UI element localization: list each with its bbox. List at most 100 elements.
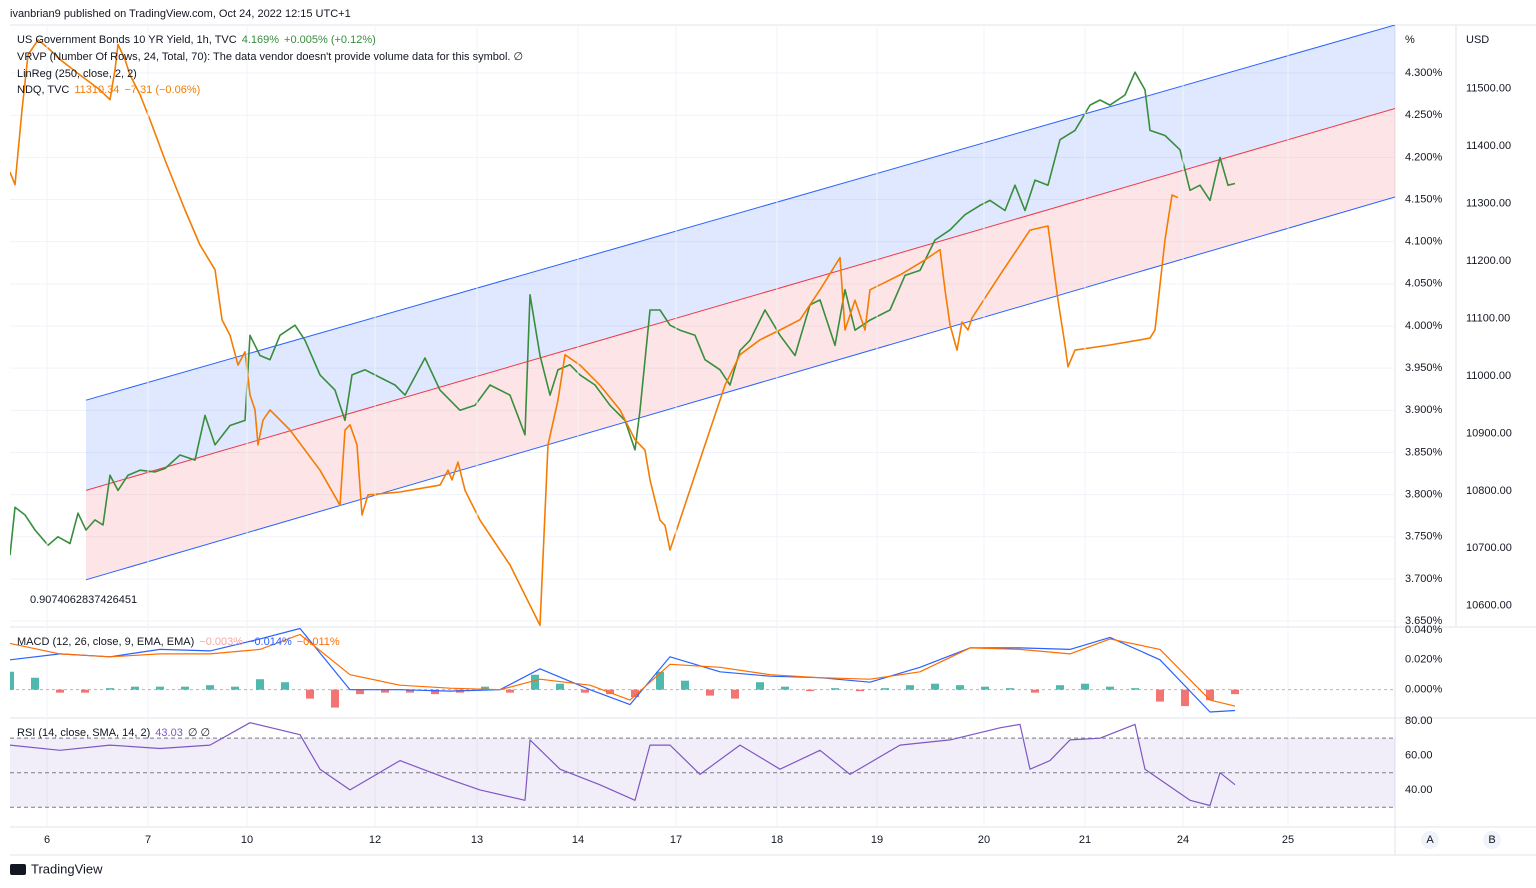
header: ivanbrian9 published on TradingView.com,… xyxy=(10,8,351,20)
regression-line xyxy=(85,196,1395,581)
legend-text: −0.011% xyxy=(297,636,340,648)
histogram-bar xyxy=(731,689,739,699)
histogram-bar xyxy=(781,686,789,690)
channel-lower xyxy=(86,108,1395,580)
histogram-bar xyxy=(931,683,939,690)
y-tick-label: 4.300% xyxy=(1405,67,1443,79)
button-b-label[interactable]: B xyxy=(1488,834,1495,846)
histogram-bar xyxy=(706,689,714,696)
histogram-bar xyxy=(581,689,589,693)
histogram-bar xyxy=(656,671,664,690)
y-tick-label: 11200.00 xyxy=(1466,255,1511,267)
legend-text: −7.31 (−0.06%) xyxy=(124,84,200,96)
regression-line xyxy=(85,108,1395,491)
y-tick-label: 0.000% xyxy=(1405,684,1443,696)
legend-text: 43.03 xyxy=(155,727,183,739)
histogram-bar xyxy=(1156,689,1164,702)
histogram-bar xyxy=(156,686,164,690)
y-tick-label: 3.800% xyxy=(1405,489,1443,501)
histogram-bar xyxy=(356,689,364,695)
histogram-bar xyxy=(131,686,139,690)
y-tick-label: 10700.00 xyxy=(1466,542,1512,554)
y-tick-label: 4.050% xyxy=(1405,278,1443,290)
y-tick-label: 3.650% xyxy=(1405,615,1443,627)
x-tick-label: 21 xyxy=(1079,834,1091,846)
y-tick-label: 3.900% xyxy=(1405,404,1443,416)
button-b[interactable] xyxy=(1483,831,1501,849)
series-line xyxy=(10,633,1236,707)
y-tick-label: 11000.00 xyxy=(1466,370,1511,382)
y-tick-label: 3.750% xyxy=(1405,531,1443,543)
histogram-bar xyxy=(631,689,639,698)
axis-unit: USD xyxy=(1466,34,1489,46)
histogram-bar xyxy=(31,677,39,690)
histogram-bar xyxy=(81,689,89,693)
histogram-bar xyxy=(406,689,414,693)
histogram-bar xyxy=(1081,683,1089,690)
histogram-bar xyxy=(306,689,314,699)
legend: US Government Bonds 10 YR Yield, 1h, TVC… xyxy=(17,34,376,46)
y-tick-label: 0.040% xyxy=(1405,624,1443,636)
button-a-label[interactable]: A xyxy=(1426,834,1434,846)
y-tick-label: 11300.00 xyxy=(1466,198,1511,210)
series-line xyxy=(10,71,1236,556)
x-tick-label: 20 xyxy=(978,834,990,846)
x-tick-label: 25 xyxy=(1282,834,1294,846)
y-tick-label: 11500.00 xyxy=(1466,83,1511,95)
x-tick-label: 13 xyxy=(471,834,483,846)
histogram-bar xyxy=(1131,688,1139,690)
legend-text: MACD (12, 26, close, 9, EMA, EMA) xyxy=(17,636,194,648)
histogram-bar xyxy=(1106,686,1114,690)
footer: TradingView xyxy=(31,861,103,876)
histogram-bar xyxy=(981,686,989,690)
y-tick-label: 4.000% xyxy=(1405,320,1443,332)
legend-text: VRVP (Number Of Rows, 24, Total, 70): Th… xyxy=(17,51,523,63)
histogram-bar xyxy=(181,686,189,690)
legend-text: +0.005% (+0.12%) xyxy=(284,34,376,46)
histogram-bar xyxy=(531,674,539,690)
histogram-bar xyxy=(856,689,864,692)
histogram-bar xyxy=(1006,688,1014,690)
x-tick-label: 12 xyxy=(369,834,381,846)
plot xyxy=(10,722,1395,808)
histogram-bar xyxy=(831,688,839,690)
series-line xyxy=(10,627,1236,713)
legend-text: 4.169% xyxy=(242,34,280,46)
axis-unit: % xyxy=(1405,34,1415,46)
x-tick-label: 17 xyxy=(670,834,682,846)
legend-text: LinReg (250, close, 2, 2) xyxy=(17,68,137,80)
legend: VRVP (Number Of Rows, 24, Total, 70): Th… xyxy=(17,51,523,63)
y-tick-label: 10600.00 xyxy=(1466,600,1512,612)
legend: NDQ, TVC 11310.34 −7.31 (−0.06%) xyxy=(17,84,200,96)
x-tick-label: 19 xyxy=(871,834,883,846)
y-tick-label: 11400.00 xyxy=(1466,140,1511,152)
y-tick-label: 3.950% xyxy=(1405,362,1443,374)
histogram-bar xyxy=(506,689,514,693)
y-tick-label: 10900.00 xyxy=(1466,427,1512,439)
histogram-bar xyxy=(56,689,64,693)
y-tick-label: 40.00 xyxy=(1405,784,1433,796)
histogram-bar xyxy=(681,680,689,690)
histogram-bar xyxy=(331,689,339,708)
histogram-bar xyxy=(381,689,389,693)
x-tick-label: 24 xyxy=(1177,834,1189,846)
legend-text: RSI (14, close, SMA, 14, 2) xyxy=(17,727,150,739)
histogram-bar xyxy=(481,686,489,690)
histogram-bar xyxy=(881,688,889,690)
plot xyxy=(10,627,1395,713)
logo xyxy=(10,864,26,875)
legend-text: −0.003% xyxy=(199,636,243,648)
x-tick-label: 6 xyxy=(44,834,50,846)
button-a[interactable] xyxy=(1421,831,1439,849)
y-tick-label: 80.00 xyxy=(1405,715,1433,727)
annotation: 0.9074062837426451 xyxy=(30,594,137,606)
y-tick-label: 4.150% xyxy=(1405,193,1443,205)
y-tick-label: 10800.00 xyxy=(1466,485,1512,497)
histogram-bar xyxy=(556,683,564,690)
legend: MACD (12, 26, close, 9, EMA, EMA) −0.003%… xyxy=(17,636,340,648)
histogram-bar xyxy=(206,685,214,690)
histogram-bar xyxy=(906,685,914,690)
y-tick-label: 4.200% xyxy=(1405,151,1443,163)
